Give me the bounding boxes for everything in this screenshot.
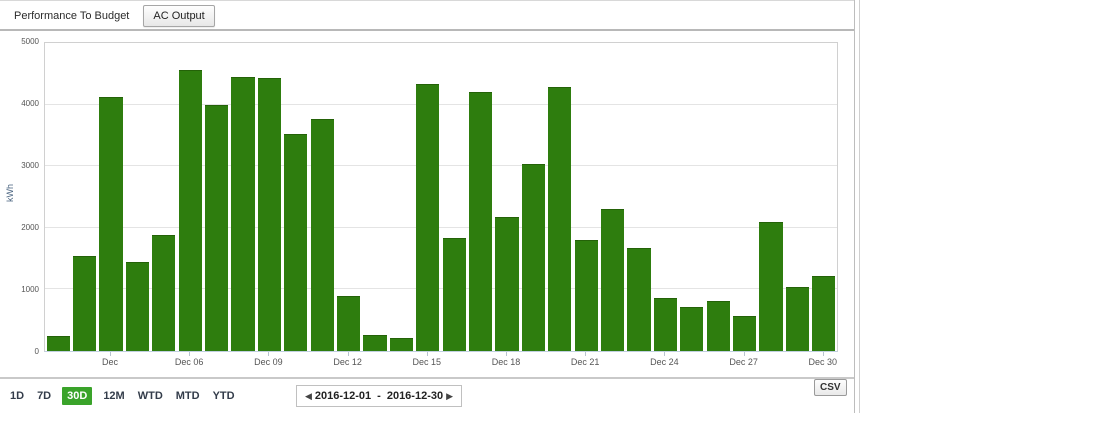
x-tick-mark: [664, 352, 666, 356]
x-tick-mark: [189, 352, 191, 356]
date-to: 2016-12-30: [386, 390, 444, 402]
tab-performance-to-budget[interactable]: Performance To Budget: [14, 10, 130, 22]
x-tick-label: Dec 24: [650, 357, 679, 367]
bar-dec-09[interactable]: [257, 78, 281, 351]
tab-ac-output[interactable]: AC Output: [143, 5, 215, 27]
x-tick-mark: [110, 352, 111, 356]
x-tick-label: Dec 27: [729, 357, 758, 367]
x-tick-label: Dec 21: [570, 357, 600, 367]
range-button-1d[interactable]: 1D: [10, 390, 25, 402]
prev-arrow-icon[interactable]: ◀: [305, 390, 312, 401]
bar-dec-18[interactable]: [495, 216, 519, 351]
bar-dec-01[interactable]: [46, 336, 70, 351]
plot-area: [44, 42, 838, 352]
bar-dec-26[interactable]: [706, 300, 730, 351]
range-button-ytd[interactable]: YTD: [212, 390, 235, 402]
next-arrow-icon[interactable]: ▶: [446, 390, 453, 401]
bar-dec-16[interactable]: [442, 237, 466, 351]
range-button-12m[interactable]: 12M: [103, 390, 125, 402]
bar-dec-17[interactable]: [468, 92, 493, 351]
x-tick-mark: [585, 352, 587, 356]
bar-dec-15[interactable]: [416, 84, 440, 351]
bar-dec-25[interactable]: [680, 306, 704, 351]
x-tick-label: Dec 06: [174, 357, 204, 367]
range-button-wtd[interactable]: WTD: [137, 390, 163, 402]
bar-dec-29[interactable]: [785, 286, 809, 351]
gridline: [45, 103, 837, 105]
gridline: [45, 226, 837, 228]
bar-dec-03[interactable]: [99, 97, 123, 351]
bar-dec-06[interactable]: [178, 70, 202, 351]
top-border: [0, 0, 856, 1]
x-tick-mark: [743, 352, 745, 356]
bar-dec-04[interactable]: [125, 261, 149, 351]
x-tick-mark: [268, 352, 270, 356]
x-tick-label: Dec 09: [254, 357, 283, 367]
y-tick-label: 4000: [21, 99, 39, 108]
panel-right-divider: [854, 0, 860, 413]
bottom-divider: [0, 377, 856, 379]
x-tick-mark: [822, 352, 824, 356]
tab-bar: Performance To Budget AC Output: [14, 4, 215, 28]
csv-export-button[interactable]: CSV: [814, 379, 847, 396]
date-from: 2016-12-01: [314, 390, 372, 402]
x-tick-mark: [347, 352, 349, 356]
bar-dec-22[interactable]: [600, 208, 625, 351]
range-button-7d[interactable]: 7D: [37, 390, 52, 402]
bar-dec-27[interactable]: [732, 315, 757, 351]
y-tick-label: 2000: [21, 223, 39, 232]
date-range-navigator: ◀ 2016-12-01 - 2016-12-30 ▶: [296, 385, 462, 407]
y-tick-label: 1000: [21, 285, 39, 294]
y-axis-labels: 0 1000 2000 3000 4000 5000: [0, 37, 39, 356]
bar-dec-19[interactable]: [521, 163, 545, 351]
x-tick-label: Dec 30: [808, 357, 838, 367]
bar-dec-30[interactable]: [812, 275, 836, 351]
x-axis-labels: Dec Dec 06 Dec 09 Dec 12 Dec 15 Dec 18 Dec 21 D…: [44, 357, 838, 369]
y-tick-label: 3000: [21, 161, 39, 170]
bar-dec-13[interactable]: [363, 334, 387, 351]
range-selector: 1D 7D 30D 12M WTD MTD YTD: [8, 386, 237, 406]
x-tick-label: Dec 15: [412, 357, 442, 367]
bar-dec-05[interactable]: [152, 234, 176, 351]
date-separator: -: [377, 390, 381, 402]
x-tick-mark: [426, 352, 428, 356]
range-button-30d[interactable]: 30D: [62, 387, 93, 405]
y-tick-label: 0: [34, 347, 39, 356]
x-axis-ticks: [44, 352, 838, 356]
bar-dec-02[interactable]: [72, 255, 97, 351]
bar-dec-12[interactable]: [336, 295, 361, 351]
bar-dec-20[interactable]: [548, 87, 572, 351]
bar-dec-21[interactable]: [574, 239, 598, 351]
bar-dec-11[interactable]: [310, 118, 334, 351]
bar-dec-07[interactable]: [204, 104, 229, 351]
bar-dec-24[interactable]: [653, 298, 677, 351]
gridline: [45, 165, 837, 167]
bar-dec-14[interactable]: [389, 338, 413, 351]
x-tick-label: Dec: [101, 357, 119, 367]
gridline: [45, 288, 837, 290]
bar-dec-08[interactable]: [231, 76, 255, 351]
x-tick-label: Dec 12: [333, 357, 362, 367]
bar-dec-28[interactable]: [759, 222, 783, 351]
x-tick-label: Dec 18: [491, 357, 521, 367]
x-tick-mark: [506, 352, 507, 356]
bar-dec-10[interactable]: [284, 133, 308, 351]
y-tick-label: 5000: [21, 37, 39, 46]
range-button-mtd[interactable]: MTD: [175, 390, 200, 402]
date-range: 2016-12-01 - 2016-12-30: [315, 390, 443, 402]
header-divider: [0, 29, 856, 31]
bar-dec-23[interactable]: [627, 247, 651, 351]
